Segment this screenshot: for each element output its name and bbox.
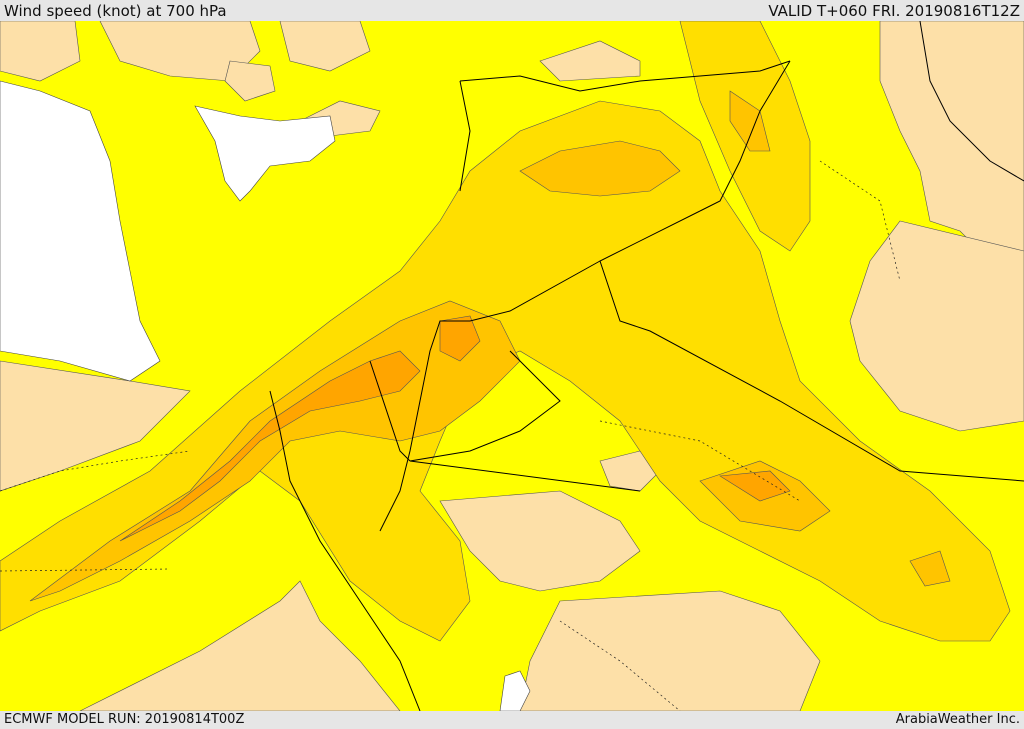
map-header: Wind speed (knot) at 700 hPa VALID T+060… (0, 0, 1024, 21)
credit: ArabiaWeather Inc. (895, 712, 1020, 727)
model-run: ECMWF MODEL RUN: 20190814T00Z (4, 712, 245, 727)
unshaded-sea (0, 80, 531, 711)
wind-speed-map (0, 21, 1024, 711)
country-borders (269, 21, 1024, 711)
map-footer: ECMWF MODEL RUN: 20190814T00Z ArabiaWeat… (0, 711, 1024, 729)
valid-time: VALID T+060 FRI. 20190816T12Z (768, 2, 1020, 20)
wind-band-4 (119, 315, 791, 542)
province-borders (0, 160, 901, 711)
map-title: Wind speed (knot) at 700 hPa (4, 2, 227, 20)
